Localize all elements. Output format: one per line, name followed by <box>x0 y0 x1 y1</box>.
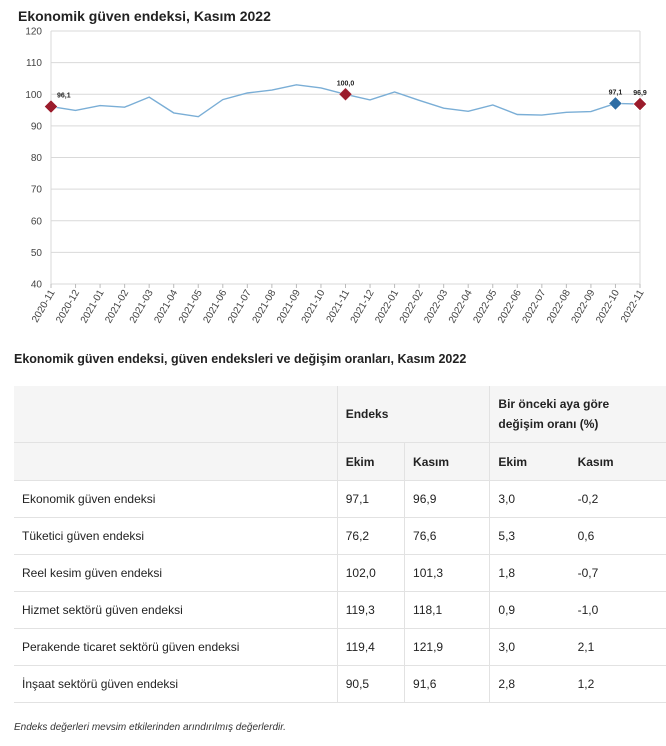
table-row: Perakende ticaret sektörü güven endeksi … <box>14 628 666 666</box>
y-tick-label: 70 <box>31 185 43 196</box>
header-endeks: Endeks <box>336 386 490 443</box>
table-row: Ekonomik güven endeksi 97,1 96,9 3,0 -0,… <box>14 480 666 518</box>
table-row: İnşaat sektörü güven endeksi 90,5 91,6 2… <box>14 665 666 703</box>
header-endeks-ekim: Ekim <box>336 442 405 481</box>
header-degisim-kasim: Kasım <box>569 442 666 481</box>
data-point-marker <box>608 96 623 111</box>
table-header-row-2: Ekim Kasım Ekim Kasım <box>14 442 666 481</box>
cell-endeks-kasim: 118,1 <box>404 591 490 629</box>
header-degisim-ekim: Ekim <box>489 442 570 481</box>
line-chart: 4050607080901001101202020-112020-122021-… <box>25 27 647 326</box>
cell-endeks-kasim: 96,9 <box>404 480 490 518</box>
header-empty <box>14 386 338 443</box>
cell-degisim-ekim: 0,9 <box>489 591 570 629</box>
cell-degisim-ekim: 2,8 <box>489 665 570 703</box>
x-tick-label: 2022-11 <box>619 288 647 325</box>
data-point-marker <box>338 87 353 102</box>
cell-endeks-kasim: 91,6 <box>404 665 490 703</box>
table-header-row-1: Endeks Bir önceki aya göre değişim oranı… <box>14 386 666 443</box>
row-name: Perakende ticaret sektörü güven endeksi <box>14 628 338 666</box>
header-degisim-line1: Bir önceki aya göre <box>498 397 610 411</box>
table-row: Hizmet sektörü güven endeksi 119,3 118,1… <box>14 591 666 629</box>
cell-degisim-ekim: 1,8 <box>489 554 570 592</box>
cell-endeks-ekim: 90,5 <box>336 665 405 703</box>
data-label: 96,1 <box>57 93 71 100</box>
row-name: İnşaat sektörü güven endeksi <box>14 665 338 703</box>
cell-degisim-kasim: 0,6 <box>569 517 666 555</box>
cell-degisim-ekim: 5,3 <box>489 517 570 555</box>
cell-degisim-kasim: 2,1 <box>569 628 666 666</box>
cell-endeks-kasim: 101,3 <box>404 554 490 592</box>
cell-endeks-ekim: 119,4 <box>336 628 405 666</box>
y-tick-label: 50 <box>31 248 43 259</box>
cell-endeks-ekim: 97,1 <box>336 480 405 518</box>
cell-degisim-kasim: -0,2 <box>569 480 666 518</box>
row-name: Reel kesim güven endeksi <box>14 554 338 592</box>
data-point-marker <box>44 99 58 114</box>
index-table: Endeks Bir önceki aya göre değişim oranı… <box>14 386 666 703</box>
cell-degisim-kasim: -0,7 <box>569 554 666 592</box>
y-tick-label: 60 <box>31 216 43 227</box>
y-tick-label: 110 <box>26 58 42 69</box>
cell-degisim-ekim: 3,0 <box>489 628 570 666</box>
cell-endeks-kasim: 121,9 <box>404 628 490 666</box>
data-point-marker <box>633 97 647 111</box>
data-label: 96,9 <box>633 90 647 97</box>
cell-endeks-ekim: 102,0 <box>336 554 405 592</box>
y-tick-label: 100 <box>25 90 42 101</box>
data-label: 100,0 <box>337 80 355 87</box>
y-tick-label: 90 <box>31 121 43 132</box>
header-endeks-kasim: Kasım <box>404 442 490 481</box>
header-degisim: Bir önceki aya göre değişim oranı (%) <box>489 386 666 443</box>
table-title: Ekonomik güven endeksi, güven endeksleri… <box>14 352 467 366</box>
row-name: Ekonomik güven endeksi <box>14 480 338 518</box>
cell-endeks-kasim: 76,6 <box>404 517 490 555</box>
header-degisim-line2: değişim oranı (%) <box>498 417 599 431</box>
cell-endeks-ekim: 119,3 <box>336 591 405 629</box>
y-tick-label: 120 <box>25 27 42 38</box>
row-name: Hizmet sektörü güven endeksi <box>14 591 338 629</box>
cell-endeks-ekim: 76,2 <box>336 517 405 555</box>
header-empty-2 <box>14 442 338 481</box>
cell-degisim-kasim: 1,2 <box>569 665 666 703</box>
cell-degisim-kasim: -1,0 <box>569 591 666 629</box>
y-tick-label: 80 <box>31 153 43 164</box>
y-tick-label: 40 <box>31 280 43 291</box>
table-row: Tüketici güven endeksi 76,2 76,6 5,3 0,6 <box>14 517 666 555</box>
table-row: Reel kesim güven endeksi 102,0 101,3 1,8… <box>14 554 666 592</box>
footnote: Endeks değerleri mevsim etkilerinden arı… <box>14 722 286 733</box>
chart-title: Ekonomik güven endeksi, Kasım 2022 <box>18 8 271 24</box>
row-name: Tüketici güven endeksi <box>14 517 338 555</box>
data-label: 97,1 <box>609 89 623 96</box>
cell-degisim-ekim: 3,0 <box>489 480 570 518</box>
